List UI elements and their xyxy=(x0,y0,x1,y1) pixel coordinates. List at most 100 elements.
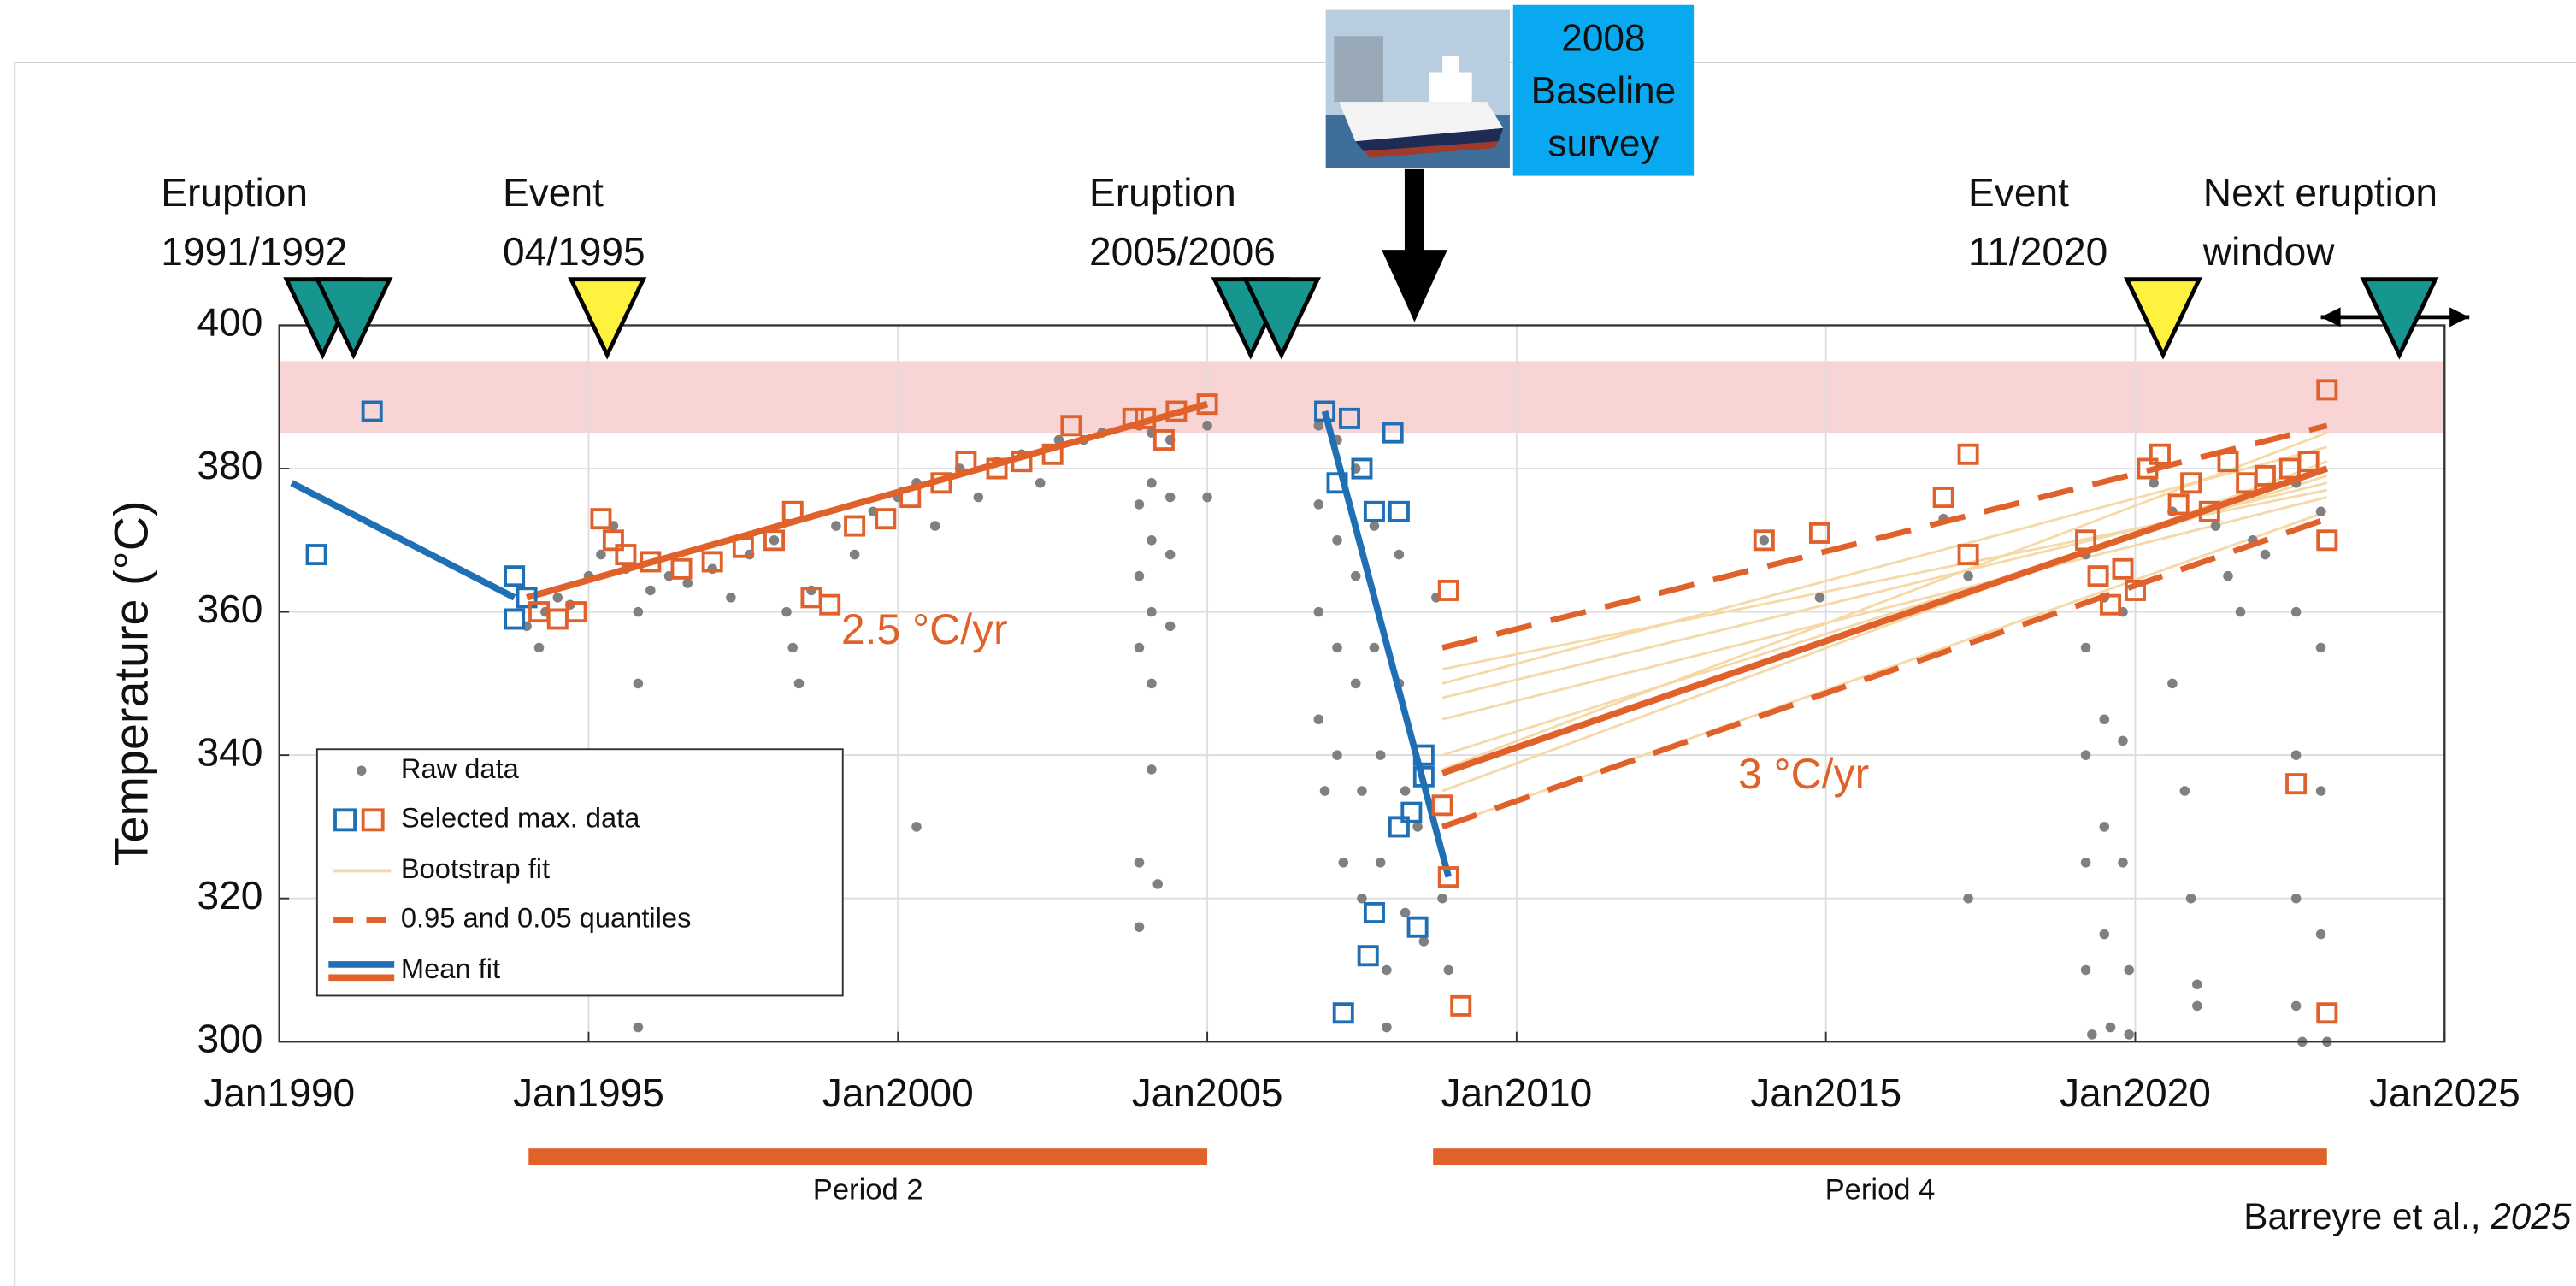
y-axis-label: Temperature (°C) xyxy=(104,500,157,866)
event-marker xyxy=(1241,277,1321,360)
raw-point xyxy=(793,678,805,689)
raw-point xyxy=(2223,570,2233,581)
raw-point xyxy=(2118,858,2128,868)
selected-point xyxy=(1152,429,1175,451)
raw-point xyxy=(1134,570,1145,581)
raw-point xyxy=(973,492,984,503)
survey-label: 2008 xyxy=(1561,18,1645,60)
event-marker xyxy=(568,277,647,360)
selected-point xyxy=(640,551,662,573)
selected-point xyxy=(1412,744,1435,766)
raw-point xyxy=(1313,420,1324,431)
selected-point xyxy=(1041,443,1064,465)
selected-point xyxy=(1011,451,1033,473)
selected-point xyxy=(1450,994,1472,1017)
raw-point xyxy=(596,549,606,560)
raw-point xyxy=(2290,893,2302,904)
raw-point xyxy=(2099,929,2110,940)
raw-point xyxy=(1147,764,1157,775)
raw-point xyxy=(1332,642,1342,653)
raw-point xyxy=(1319,786,1330,796)
raw-point xyxy=(2315,929,2326,940)
selected-point xyxy=(2316,529,2338,552)
raw-point xyxy=(1350,570,1361,581)
raw-point xyxy=(633,606,644,617)
selected-point xyxy=(1957,544,1979,566)
event-label: window xyxy=(2202,229,2335,274)
raw-point xyxy=(2167,678,2178,689)
raw-point xyxy=(769,535,780,546)
legend-label: Raw data xyxy=(401,752,520,784)
selected-point xyxy=(1060,415,1082,437)
raw-point xyxy=(2210,521,2221,531)
selected-point xyxy=(1957,443,1979,465)
selected-point xyxy=(565,601,587,623)
raw-point xyxy=(1350,678,1361,689)
raw-point xyxy=(1963,893,1973,904)
fit-line xyxy=(1441,465,2329,776)
raw-point xyxy=(1152,879,1163,889)
fit-line xyxy=(1441,510,2328,829)
selected-point xyxy=(516,587,538,609)
raw-point xyxy=(2099,714,2110,725)
fit-line xyxy=(290,480,516,601)
raw-point xyxy=(1134,499,1145,510)
ship-photo xyxy=(1325,9,1510,168)
selected-point xyxy=(2198,500,2220,522)
selected-point xyxy=(1351,457,1373,480)
event-label: 04/1995 xyxy=(503,229,645,274)
selected-point xyxy=(986,457,1008,480)
raw-point xyxy=(1400,786,1411,796)
selected-point xyxy=(2100,593,2122,616)
raw-point xyxy=(1035,478,1046,488)
shaded-range xyxy=(279,361,2445,434)
selected-point xyxy=(1437,866,1459,888)
raw-point xyxy=(2099,822,2110,832)
selected-point xyxy=(2316,379,2338,401)
raw-point xyxy=(781,606,792,617)
event-label: Eruption xyxy=(161,170,308,215)
x-tick-label: Jan2025 xyxy=(2369,1071,2520,1115)
x-tick-label: Jan2015 xyxy=(1750,1071,1901,1115)
raw-point xyxy=(2080,750,2091,760)
raw-point xyxy=(633,678,644,689)
raw-point xyxy=(726,593,736,603)
selected-point xyxy=(1412,765,1435,788)
period-bar xyxy=(528,1148,1208,1165)
legend-label: Selected max. data xyxy=(401,801,640,833)
selected-point xyxy=(930,472,952,494)
selected-point xyxy=(590,508,612,530)
survey-label: survey xyxy=(1547,123,1659,165)
event-label: Event xyxy=(1968,170,2069,215)
raw-point xyxy=(1338,858,1349,868)
annotation: 3 °C/yr xyxy=(1738,750,1869,798)
y-tick-label: 400 xyxy=(197,300,263,345)
selected-point xyxy=(1388,816,1410,838)
raw-point xyxy=(1357,786,1367,796)
raw-point xyxy=(787,642,799,653)
event-label: 11/2020 xyxy=(1968,229,2107,274)
raw-point xyxy=(1202,420,1212,431)
raw-point xyxy=(1963,570,1973,581)
citation-year: 2025 xyxy=(2490,1196,2572,1236)
selected-point xyxy=(1196,393,1218,416)
raw-point xyxy=(2124,964,2135,976)
raw-point xyxy=(2105,1022,2116,1033)
raw-point xyxy=(2124,1029,2135,1040)
selected-point xyxy=(602,529,624,552)
selected-point xyxy=(1437,579,1459,601)
raw-point xyxy=(1202,492,1212,503)
event-label: 2005/2006 xyxy=(1089,229,1276,274)
raw-point xyxy=(2315,642,2326,653)
selected-point xyxy=(305,544,327,566)
selected-point xyxy=(2075,529,2097,552)
selected-point xyxy=(955,451,977,473)
y-tick-label: 360 xyxy=(197,587,263,631)
raw-point xyxy=(633,1022,644,1033)
raw-point xyxy=(1394,549,1405,560)
raw-point xyxy=(1400,907,1411,918)
raw-point xyxy=(2087,1029,2097,1040)
raw-point xyxy=(849,549,860,560)
selected-point xyxy=(763,529,786,552)
